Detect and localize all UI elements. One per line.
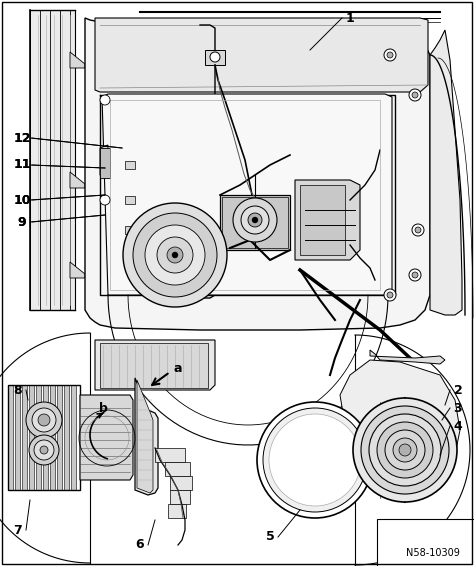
Polygon shape	[100, 343, 208, 388]
Polygon shape	[137, 380, 153, 493]
Circle shape	[387, 52, 393, 58]
Text: 1: 1	[346, 11, 355, 24]
Polygon shape	[300, 185, 345, 255]
Circle shape	[210, 52, 220, 62]
Polygon shape	[100, 145, 108, 178]
Circle shape	[248, 213, 262, 227]
Polygon shape	[22, 385, 27, 490]
Polygon shape	[155, 448, 185, 462]
Circle shape	[257, 402, 373, 518]
Circle shape	[353, 398, 457, 502]
Circle shape	[269, 414, 361, 506]
Text: 12: 12	[13, 131, 31, 144]
Polygon shape	[125, 161, 135, 169]
Text: 10: 10	[13, 194, 31, 207]
Circle shape	[263, 408, 367, 512]
Text: 12: 12	[13, 131, 31, 144]
Circle shape	[38, 414, 50, 426]
Circle shape	[393, 438, 417, 462]
Text: 11: 11	[13, 158, 31, 171]
Polygon shape	[50, 385, 55, 490]
Circle shape	[233, 198, 277, 242]
Circle shape	[157, 237, 193, 273]
Circle shape	[399, 444, 411, 456]
Text: 9: 9	[18, 216, 27, 229]
Polygon shape	[85, 18, 430, 330]
Polygon shape	[205, 50, 225, 65]
Circle shape	[29, 435, 59, 465]
Circle shape	[252, 217, 258, 223]
Text: N58-10309: N58-10309	[406, 548, 460, 558]
Circle shape	[412, 224, 424, 236]
Polygon shape	[170, 490, 190, 504]
Circle shape	[123, 203, 227, 307]
Polygon shape	[370, 350, 445, 364]
Circle shape	[145, 225, 205, 285]
Polygon shape	[168, 504, 186, 518]
Polygon shape	[100, 148, 110, 178]
Polygon shape	[8, 385, 13, 490]
Circle shape	[385, 430, 425, 470]
Polygon shape	[64, 385, 69, 490]
Circle shape	[40, 446, 48, 454]
Polygon shape	[70, 262, 85, 278]
Text: 6: 6	[136, 538, 144, 551]
Circle shape	[412, 272, 418, 278]
Polygon shape	[295, 180, 360, 260]
Polygon shape	[80, 395, 133, 480]
Circle shape	[409, 89, 421, 101]
Polygon shape	[430, 30, 462, 315]
Polygon shape	[71, 385, 76, 490]
Circle shape	[167, 247, 183, 263]
Text: 4: 4	[454, 419, 462, 432]
Circle shape	[384, 49, 396, 61]
Circle shape	[415, 227, 421, 233]
Polygon shape	[222, 197, 288, 248]
Circle shape	[100, 95, 110, 105]
Circle shape	[409, 269, 421, 281]
Polygon shape	[165, 462, 190, 476]
Circle shape	[34, 440, 54, 460]
Circle shape	[369, 414, 441, 486]
Text: 11: 11	[13, 158, 31, 171]
Polygon shape	[30, 10, 75, 310]
Polygon shape	[70, 52, 85, 68]
Polygon shape	[95, 340, 215, 390]
Polygon shape	[170, 476, 192, 490]
Circle shape	[32, 408, 56, 432]
Polygon shape	[15, 385, 20, 490]
Circle shape	[172, 252, 178, 258]
Circle shape	[241, 206, 269, 234]
Text: a: a	[174, 362, 182, 375]
Circle shape	[361, 406, 449, 494]
Circle shape	[387, 292, 393, 298]
Polygon shape	[102, 24, 422, 90]
Text: 9: 9	[18, 216, 27, 229]
Text: 3: 3	[454, 401, 462, 414]
Text: 2: 2	[454, 384, 462, 397]
Circle shape	[412, 92, 418, 98]
Text: 8: 8	[14, 384, 22, 397]
Polygon shape	[57, 385, 62, 490]
Polygon shape	[36, 385, 41, 490]
Polygon shape	[29, 385, 34, 490]
Text: 10: 10	[13, 194, 31, 207]
Polygon shape	[125, 196, 135, 204]
Polygon shape	[220, 195, 290, 250]
Text: 5: 5	[265, 530, 274, 543]
Polygon shape	[70, 172, 85, 188]
Circle shape	[384, 289, 396, 301]
Polygon shape	[340, 360, 460, 470]
Circle shape	[26, 402, 62, 438]
Polygon shape	[95, 18, 428, 92]
Circle shape	[100, 195, 110, 205]
Polygon shape	[102, 94, 392, 295]
Circle shape	[133, 213, 217, 297]
Polygon shape	[43, 385, 48, 490]
Text: b: b	[99, 401, 108, 414]
Polygon shape	[135, 378, 158, 495]
Circle shape	[377, 422, 433, 478]
Polygon shape	[125, 226, 135, 234]
Text: 7: 7	[14, 524, 22, 537]
